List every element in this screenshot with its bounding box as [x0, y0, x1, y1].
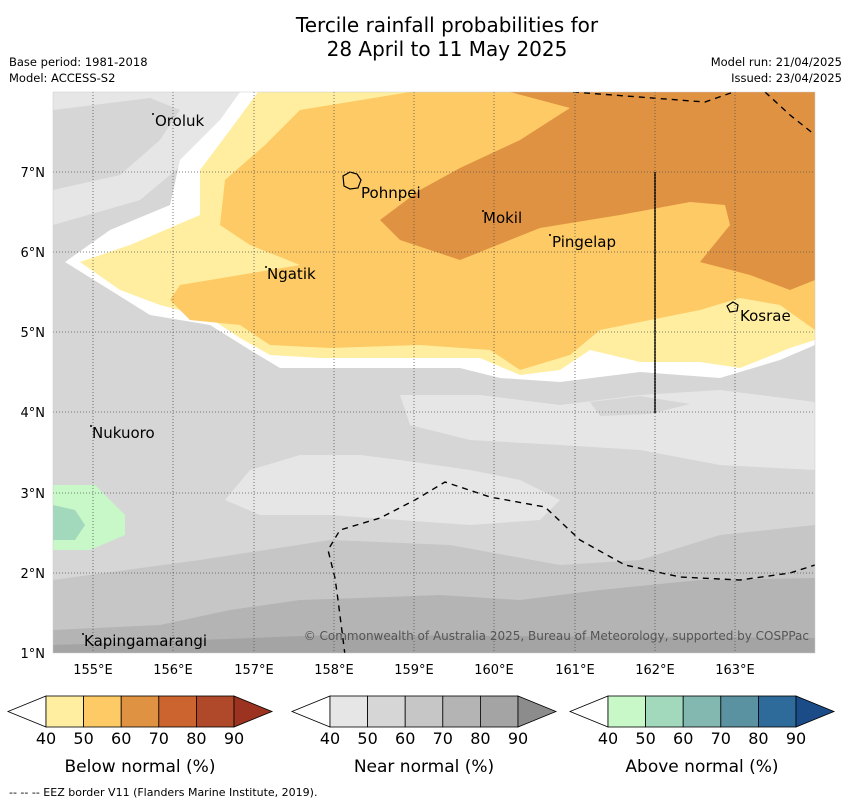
colorbar-tick-label: 70	[149, 729, 169, 748]
place-label-pohnpei: Pohnpei	[361, 184, 421, 202]
lon-label: 162°E	[635, 663, 675, 678]
colorbar-tick-label: 90	[508, 729, 528, 748]
latitude-labels: 7°N 6°N 5°N 4°N 3°N 2°N 1°N	[21, 166, 46, 662]
lat-label: 2°N	[21, 567, 46, 582]
colorbar-title: Below normal (%)	[65, 757, 216, 777]
place-marker	[549, 234, 551, 236]
lon-label: 161°E	[555, 663, 595, 678]
place-labels: Oroluk Pohnpei Mokil Pingelap Ngatik Kos…	[84, 112, 791, 650]
place-label-mokil: Mokil	[483, 209, 522, 227]
place-label-kosrae: Kosrae	[740, 307, 791, 325]
model-label: Model: ACCESS-S2	[9, 71, 116, 85]
lat-label: 7°N	[21, 166, 46, 181]
colorbar-tick-label: 50	[73, 729, 93, 748]
longitude-labels: 155°E 156°E 157°E 158°E 159°E 160°E 161°…	[73, 663, 755, 678]
colorbar-segment	[442, 695, 481, 728]
base-period-label: Base period: 1981-2018	[9, 55, 148, 69]
colorbar: 40 50 60 70 80 90 Near normal (%)	[290, 695, 558, 777]
colorbar-high-extend	[517, 695, 558, 728]
colorbar-title: Above normal (%)	[625, 757, 778, 777]
place-marker	[152, 113, 154, 115]
place-marker	[82, 633, 84, 635]
colorbar-tick-label: 60	[111, 729, 131, 748]
colorbar-tick-label: 40	[36, 729, 56, 748]
gridlines	[53, 92, 815, 653]
colorbar-segment	[479, 695, 519, 728]
lon-label: 158°E	[314, 663, 354, 678]
lon-label: 160°E	[474, 663, 514, 678]
lat-label: 5°N	[21, 326, 46, 341]
colorbar-segment	[720, 695, 759, 728]
colorbar-tick-label: 80	[186, 729, 206, 748]
colorbar: 40 50 60 70 80 90 Above normal (%)	[568, 695, 836, 777]
colorbar-segment	[329, 695, 368, 728]
eez-border-lines	[327, 92, 815, 653]
place-label-ngatik: Ngatik	[267, 265, 316, 283]
place-marker	[265, 266, 267, 268]
forecast-shading	[53, 92, 815, 653]
colorbar-segment	[758, 695, 797, 728]
colorbar-tick-label: 80	[470, 729, 490, 748]
colorbar-tick-label: 40	[598, 729, 618, 748]
colorbar-tick-label: 50	[357, 729, 377, 748]
model-run-label: Model run: 21/04/2025	[710, 55, 842, 69]
lat-label: 1°N	[21, 647, 46, 662]
colorbar-segment	[645, 695, 684, 728]
colorbar-low-extend	[6, 695, 47, 728]
colorbar-tick-label: 90	[786, 729, 806, 748]
colorbar-segment	[367, 695, 406, 728]
place-marker	[482, 210, 484, 212]
lon-label: 163°E	[715, 663, 755, 678]
colorbar-tick-label: 60	[673, 729, 693, 748]
colorbar-segment	[195, 695, 235, 728]
place-label-nukuoro: Nukuoro	[92, 424, 155, 442]
map-frame	[52, 91, 816, 654]
lon-label: 155°E	[73, 663, 113, 678]
colorbars: 40 50 60 70 80 90 Below normal (%) 40 50 60 70 80 90…	[6, 695, 836, 777]
colorbar-tick-label: 50	[635, 729, 655, 748]
copyright-text: © Commonwealth of Australia 2025, Bureau…	[304, 629, 809, 643]
colorbar-segment	[83, 695, 122, 728]
colorbar-tick-label: 90	[224, 729, 244, 748]
colorbar-segment	[120, 695, 160, 728]
place-label-oroluk: Oroluk	[155, 112, 204, 130]
pohnpei-outline	[342, 171, 362, 190]
colorbar-segment	[682, 695, 722, 728]
map-title-line1: Tercile rainfall probabilities for	[295, 13, 599, 37]
colorbar: 40 50 60 70 80 90 Below normal (%)	[6, 695, 274, 777]
colorbar-tick-label: 80	[748, 729, 768, 748]
lon-label: 157°E	[234, 663, 274, 678]
lat-label: 4°N	[21, 406, 46, 421]
lon-label: 159°E	[394, 663, 434, 678]
lat-label: 6°N	[21, 246, 46, 261]
lon-label: 156°E	[153, 663, 193, 678]
colorbar-segment	[404, 695, 444, 728]
issued-label: Issued: 23/04/2025	[731, 71, 842, 85]
colorbar-segment	[158, 695, 197, 728]
colorbar-tick-label: 70	[711, 729, 731, 748]
place-markers	[82, 113, 551, 635]
colorbar-tick-label: 60	[395, 729, 415, 748]
lat-label: 3°N	[21, 487, 46, 502]
colorbar-low-extend	[290, 695, 331, 728]
colorbar-high-extend	[233, 695, 274, 728]
colorbar-segment	[45, 695, 84, 728]
place-marker	[90, 425, 92, 427]
colorbar-tick-label: 40	[320, 729, 340, 748]
place-label-kapingamarangi: Kapingamarangi	[84, 632, 207, 650]
eez-footnote: -- -- -- EEZ border V11 (Flanders Marine…	[9, 786, 318, 799]
kosrae-outline	[726, 301, 739, 313]
colorbar-high-extend	[795, 695, 836, 728]
colorbar-low-extend	[568, 695, 609, 728]
colorbar-title: Near normal (%)	[354, 757, 494, 777]
map-title-line2: 28 April to 11 May 2025	[326, 37, 568, 61]
colorbar-segment	[607, 695, 646, 728]
colorbar-tick-label: 70	[433, 729, 453, 748]
place-label-pingelap: Pingelap	[552, 233, 616, 251]
